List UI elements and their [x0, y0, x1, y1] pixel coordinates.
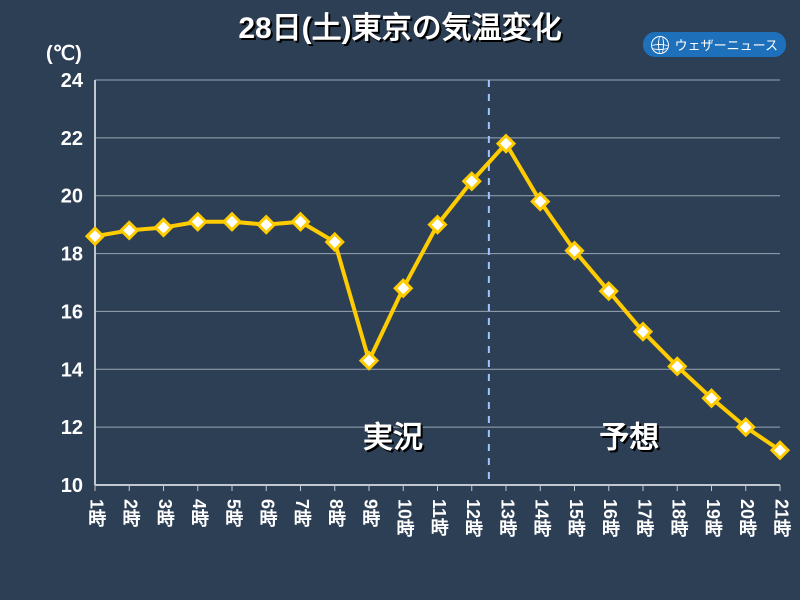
svg-text:予想: 予想: [599, 421, 659, 454]
x-tick-label: 9時: [360, 499, 380, 528]
x-tick-label: 17時: [634, 499, 654, 538]
x-tick-label: 18時: [669, 499, 689, 538]
x-tick-label: 8時: [326, 499, 346, 528]
brand-badge: ウェザーニュース: [643, 32, 786, 57]
x-tick-label: 4時: [189, 499, 209, 528]
chart-svg: 10 12 14 16 18 20 22 24 1時 2時 3時 4時 5時 6時 7時 8時 9時 10時 11時…: [0, 0, 800, 600]
x-tick-label: 14時: [532, 499, 552, 538]
svg-text:16: 16: [61, 301, 83, 323]
svg-text:14: 14: [61, 359, 84, 381]
x-tick-label: 19時: [703, 499, 723, 538]
x-tick-label: 20時: [737, 499, 757, 538]
globe-icon: [651, 36, 669, 54]
x-tick-label: 1時: [86, 499, 106, 528]
x-tick-label: 2時: [121, 499, 141, 528]
x-tick-label: 13時: [497, 499, 517, 538]
brand-badge-text: ウェザーニュース: [675, 35, 778, 54]
svg-text:12: 12: [61, 417, 83, 439]
x-tick-label: 15時: [566, 499, 586, 538]
svg-text:28日(土)東京の気温変化: 28日(土)東京の気温変化: [238, 11, 561, 45]
x-tick-label: 7時: [292, 499, 312, 528]
svg-text:24: 24: [61, 70, 84, 92]
svg-text:10: 10: [61, 475, 83, 497]
x-tick-label: 21時: [771, 499, 791, 538]
x-tick-label: 10時: [395, 499, 415, 538]
x-tick-label: 11時: [429, 499, 449, 537]
x-tick-label: 6時: [258, 499, 278, 528]
chart-container: 10 12 14 16 18 20 22 24 1時 2時 3時 4時 5時 6時 7時 8時 9時 10時 11時…: [0, 0, 800, 600]
x-tick-label: 16時: [600, 499, 620, 538]
svg-text:実況: 実況: [363, 421, 423, 454]
svg-text:20: 20: [61, 186, 83, 208]
x-tick-label: 12時: [463, 499, 483, 538]
svg-text:18: 18: [61, 244, 83, 266]
x-tick-label: 5時: [223, 499, 243, 528]
svg-text:(℃): (℃): [46, 43, 82, 65]
svg-text:22: 22: [61, 128, 83, 150]
x-tick-label: 3時: [155, 499, 175, 528]
